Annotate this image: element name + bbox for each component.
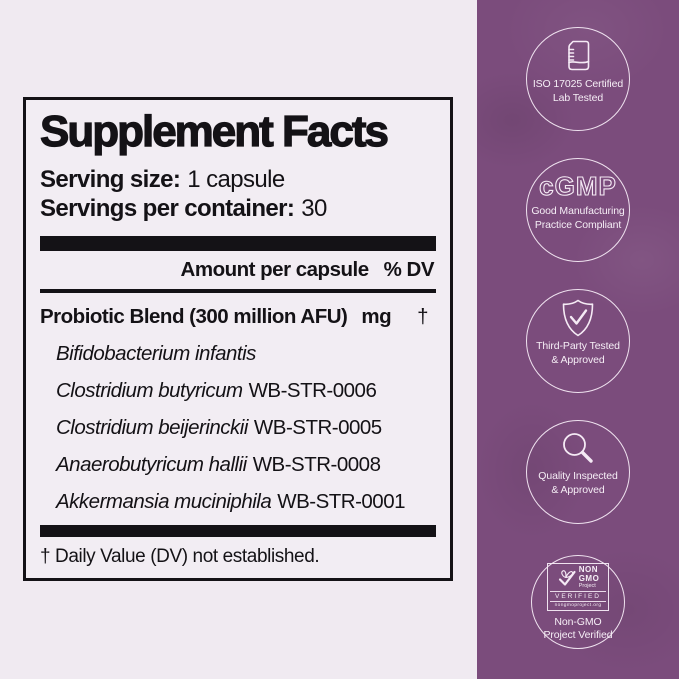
magnifier-icon [560, 431, 596, 467]
ingredient-row: Akkermansia muciniphila WB-STR-0001 [40, 483, 436, 520]
non-gmo-word-project: Project [578, 583, 596, 589]
supplement-facts-title: Supplement Facts [39, 107, 389, 156]
badge-third-party-tested: Third-Party Tested & Approved [526, 289, 630, 393]
blend-dv-dagger: † [417, 305, 428, 328]
non-gmo-verified-text: VERIFIED [550, 591, 606, 601]
non-gmo-word-gmo: GMO [578, 573, 600, 583]
servings-per-container-label: Servings per container: [40, 195, 295, 222]
badge-iso-lab-tested: ISO 17025 Certified Lab Tested [526, 27, 630, 131]
badge-caption-line: ISO 17025 Certified [532, 78, 624, 90]
amount-header-row: Amount per capsule % DV [40, 251, 436, 289]
ingredient-species: Anaerobutyricum hallii [56, 453, 247, 476]
ingredient-row: Clostridium beijerinckii WB-STR-0005 [40, 409, 436, 446]
serving-size-line: Serving size: 1 capsule [40, 165, 436, 194]
ingredient-row: Clostridium butyricum WB-STR-0006 [40, 372, 436, 409]
badge-caption-line: Non-GMO [554, 616, 602, 628]
ingredient-row: Bifidobacterium infantis [40, 335, 436, 372]
butterfly-icon [558, 569, 576, 586]
badge-quality-inspected: Quality Inspected & Approved [526, 420, 630, 524]
cgmp-outline-text: cGMP [536, 171, 620, 201]
badge-caption-line: Third-Party Tested [536, 340, 620, 352]
non-gmo-url-text: nongmoproject.org [550, 601, 606, 610]
badge-caption: Quality Inspected & Approved [538, 470, 618, 497]
serving-size-value: 1 capsule [187, 166, 285, 193]
cgmp-label: cGMP [539, 171, 617, 201]
amount-per-capsule-header: Amount per capsule [180, 258, 370, 281]
ingredient-row: Anaerobutyricum hallii WB-STR-0008 [40, 446, 436, 483]
badge-caption-line: & Approved [551, 483, 605, 496]
ingredient-table: Probiotic Blend (300 million AFU) mg † B… [40, 298, 436, 520]
non-gmo-wordmark: NON GMO Project [578, 565, 600, 589]
badge-caption: Third-Party Tested & Approved [536, 340, 620, 367]
non-gmo-verified-logo: NON GMO Project VERIFIED nongmoproject.o… [547, 563, 609, 611]
non-gmo-word-non: NON [578, 565, 598, 574]
divider-bottom-bar [40, 525, 436, 537]
badge-caption-line: Good Manufacturing [531, 205, 625, 217]
ingredient-species: Bifidobacterium infantis [56, 342, 256, 365]
badge-caption-line: & Approved [551, 353, 605, 366]
servings-per-container-value: 30 [301, 195, 327, 222]
badge-caption: Good Manufacturing Practice Compliant [531, 205, 624, 232]
ingredient-strain: WB-STR-0008 [252, 453, 381, 476]
blend-row: Probiotic Blend (300 million AFU) mg † [40, 298, 436, 335]
badge-caption-line: Quality Inspected [538, 470, 618, 482]
supplement-facts-box: Supplement Facts Serving size: 1 capsule … [23, 97, 453, 581]
servings-per-container-line: Servings per container: 30 [40, 194, 436, 223]
blend-amount: mg [361, 305, 392, 328]
shield-check-icon [560, 299, 596, 337]
ingredient-strain: WB-STR-0006 [248, 379, 377, 402]
badge-caption-line: Practice Compliant [534, 218, 622, 231]
badge-caption: ISO 17025 Certified Lab Tested [533, 78, 623, 105]
badge-caption-line: Lab Tested [552, 91, 604, 104]
beaker-icon [565, 39, 592, 72]
ingredient-strain: WB-STR-0001 [277, 490, 406, 513]
divider-thick-bar [40, 236, 436, 251]
badge-caption: Non-GMO Project Verified [543, 616, 612, 642]
serving-size-label: Serving size: [40, 166, 181, 193]
badge-caption-line: Project Verified [543, 629, 613, 641]
badge-cgmp: cGMP Good Manufacturing Practice Complia… [526, 158, 630, 262]
ingredient-species: Clostridium beijerinckii [56, 416, 248, 439]
ingredient-species: Clostridium butyricum [56, 379, 243, 402]
badge-non-gmo: NON GMO Project VERIFIED nongmoproject.o… [531, 555, 625, 649]
ingredient-strain: WB-STR-0005 [253, 416, 382, 439]
blend-name: Probiotic Blend (300 million AFU) [40, 305, 348, 328]
ingredient-species: Akkermansia muciniphila [56, 490, 272, 513]
percent-dv-header: % DV [383, 258, 435, 281]
daily-value-footnote: † Daily Value (DV) not established. [40, 546, 320, 567]
certification-sidebar: ISO 17025 Certified Lab Tested cGMP Good… [477, 0, 679, 679]
divider-thin-bar [40, 289, 436, 293]
